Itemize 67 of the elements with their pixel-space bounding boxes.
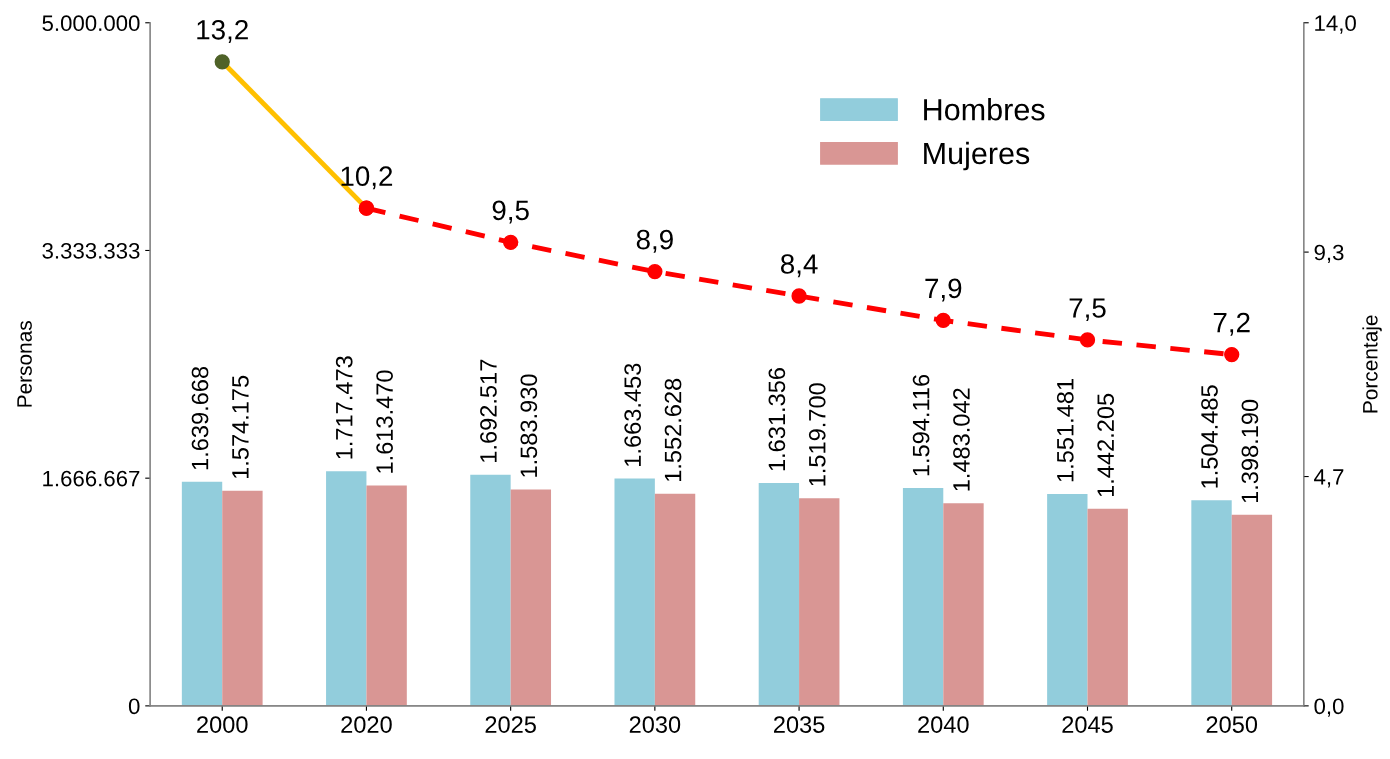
data-label: 13,2: [197, 19, 248, 43]
bar: [1047, 493, 1088, 706]
legend-label: Hombres: [924, 98, 1045, 121]
bar: [943, 503, 984, 706]
bar: [799, 498, 840, 706]
data-label: 1.442.205: [1097, 393, 1115, 497]
bar: [614, 478, 655, 706]
x-tick-label: 2025: [485, 716, 536, 733]
y2-tick-label: 4,7: [1314, 469, 1344, 488]
data-label: 1.574.175: [232, 375, 249, 479]
y-tick-label: 1.666.667: [43, 470, 140, 487]
bar: [366, 485, 407, 706]
x-tick-label: 2020: [341, 716, 392, 733]
bar: [470, 474, 511, 706]
x-tick-label: 2030: [629, 716, 681, 733]
point: [1079, 332, 1096, 348]
data-label: 1.583.930: [520, 374, 538, 477]
point: [214, 54, 230, 70]
y-axis-title: Personas: [17, 321, 32, 407]
data-label: 1.519.700: [808, 383, 826, 486]
point: [1224, 346, 1240, 363]
point: [791, 288, 807, 304]
bar: [326, 471, 367, 706]
y2-tick-label: 14,0: [1315, 15, 1356, 34]
data-label: 1.551.481: [1056, 379, 1074, 482]
data-label: 1.398.190: [1241, 399, 1259, 503]
bar: [1087, 508, 1128, 706]
x-tick-label: 2045: [1062, 716, 1113, 733]
data-label: 1.692.517: [480, 359, 497, 462]
bar: [654, 493, 696, 706]
y-tick-label: 3.333.333: [42, 243, 140, 259]
bar: [1231, 514, 1273, 706]
x-tick-label: 2000: [197, 716, 248, 733]
data-label: 7,5: [1069, 298, 1106, 322]
bar: [758, 482, 800, 706]
y2-tick-label: 0,0: [1314, 698, 1344, 717]
legend-label: Mujeres: [924, 141, 1030, 171]
data-label: 1.594.116: [912, 374, 930, 476]
point: [503, 234, 519, 250]
data-label: 1.483.042: [953, 388, 970, 491]
x-tick-label: 2050: [1206, 716, 1258, 733]
data-label: 8,4: [780, 254, 818, 278]
bar: [222, 490, 263, 706]
data-label: 7,2: [1213, 312, 1250, 336]
data-label: 1.663.453: [624, 363, 642, 466]
bar: [1191, 500, 1232, 706]
point: [647, 263, 663, 280]
y-tick-label: 5.000.000: [42, 15, 140, 32]
data-label: 1.717.473: [335, 356, 353, 459]
x-tick-label: 2035: [774, 716, 825, 733]
y-tick-label: 0: [128, 698, 140, 715]
bar: [902, 488, 944, 706]
y2-tick-label: 9,3: [1314, 244, 1344, 263]
bar: [181, 481, 223, 706]
x-tick-label: 2040: [918, 716, 969, 733]
data-label: 1.504.485: [1201, 385, 1218, 488]
bar: [510, 489, 552, 706]
data-label: 1.639.668: [191, 366, 209, 470]
data-label: 7,9: [925, 278, 962, 302]
data-label: 1.631.356: [768, 368, 786, 471]
data-label: 1.613.470: [376, 370, 393, 473]
data-label: 10,2: [341, 166, 393, 190]
data-label: 1.552.628: [664, 378, 682, 482]
y2-axis-title: Porcentaje: [1362, 315, 1382, 413]
data-label: 9,5: [492, 200, 529, 224]
data-label: 8,9: [636, 229, 673, 253]
point: [935, 312, 951, 329]
